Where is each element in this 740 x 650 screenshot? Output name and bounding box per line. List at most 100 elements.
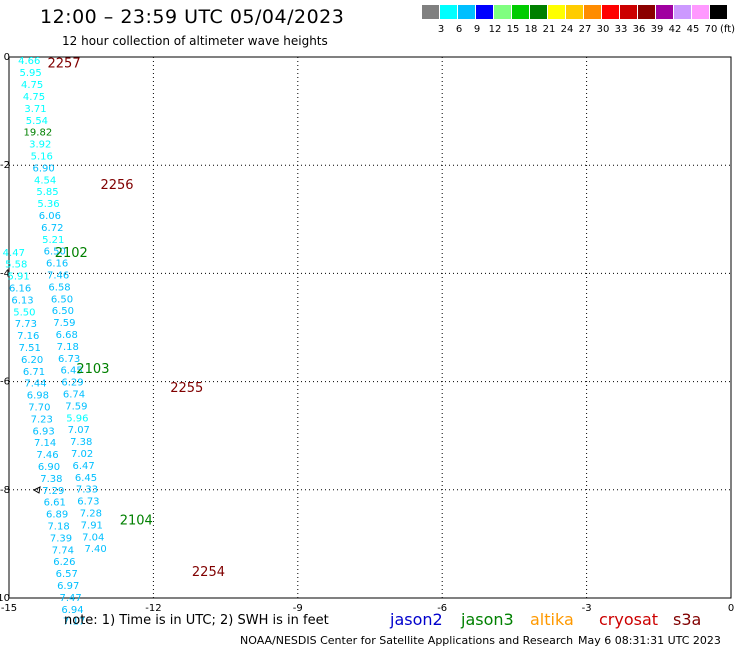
swh-value: 7.18 [57,342,79,353]
plot-frame [8,56,732,599]
swh-value: 7.44 [24,379,46,390]
x-tick-label: -6 [437,603,447,614]
swh-value: 6.20 [21,355,43,366]
swh-value: 7.38 [70,437,92,448]
colorbar-swatch [710,5,727,19]
swh-value: 6.58 [48,282,70,293]
swh-value: 6.45 [75,473,97,484]
colorbar-swatch [548,5,565,19]
colorbar-label: 27 [578,24,592,35]
x-tick-label: 0 [728,603,734,614]
x-tick-label: -9 [293,603,303,614]
swh-value: 6.94 [61,605,83,616]
colorbar-label: 15 [506,24,520,35]
swh-value: 19.82 [24,128,53,139]
swh-value: 6.61 [44,498,66,509]
swh-value: 7.46 [36,450,58,461]
satellite-legend-jason2: jason2 [390,610,443,629]
swh-value: 5.21 [42,235,64,246]
swh-value: 6.50 [51,294,73,305]
swh-value: 5.16 [31,151,53,162]
swh-value: 6.90 [33,163,55,174]
x-tick-label: -12 [145,603,161,614]
colorbar-swatch [584,5,601,19]
swh-value: 7.70 [28,402,50,413]
swh-value: 7.07 [68,425,90,436]
swh-value: 6.90 [38,462,60,473]
lat-lon-grid [9,57,731,598]
swh-value: 6.45 [60,366,82,377]
swh-value: 4.75 [23,92,45,103]
swh-value: 6.73 [58,354,80,365]
y-tick-label: -2 [0,160,10,171]
swh-value: 7.59 [53,318,75,329]
swh-value: 6.16 [46,259,68,270]
swh-value: 6.73 [77,497,99,508]
generation-timestamp: May 6 08:31:31 UTC 2023 [578,634,721,647]
swh-value: 7.73 [15,319,37,330]
swh-value: 6.93 [33,426,55,437]
swh-value: 6.72 [41,223,63,234]
swh-value: 6.74 [63,390,85,401]
swh-value: 5.91 [7,272,29,283]
map-note: note: 1) Time is in UTC; 2) SWH is in fe… [64,613,329,628]
swh-value: 6.89 [46,510,68,521]
pass-time-label: 2257 [48,56,81,71]
swh-value: 3.71 [24,104,46,115]
swh-value: 7.14 [34,438,56,449]
swh-value: 7.28 [80,509,102,520]
colorbar-swatch [566,5,583,19]
colorbar-swatch [530,5,547,19]
swh-value: 5.54 [26,116,48,127]
satellite-legend-cryosat: cryosat [599,610,659,629]
swh-value: 7.23 [31,414,53,425]
colorbar-swatch [620,5,637,19]
colorbar-label: 6 [455,24,463,35]
swh-value: 7.74 [52,545,74,556]
colorbar-swatch [602,5,619,19]
swh-value: 7.46 [47,270,69,281]
swh-value: 4.66 [18,56,40,67]
colorbar-swatch [692,5,709,19]
y-tick-label: -10 [0,593,10,604]
swh-value: 6.29 [61,378,83,389]
colorbar-unit: (ft) [720,24,736,35]
swh-value: 6.16 [9,283,31,294]
source-credit: NOAA/NESDIS Center for Satellite Applica… [240,634,574,647]
colorbar-swatch [674,5,691,19]
colorbar-label: 33 [614,24,628,35]
colorbar-label: 21 [542,24,556,35]
track-time-labels: 2257 2256 2102 2103 2255 2104 2254 [48,56,225,580]
pass-time-label: 2254 [192,565,225,580]
pass-time-label: 2255 [170,381,203,396]
satellite-legend-jason3: jason3 [461,610,514,629]
colorbar-label: 39 [650,24,664,35]
axis-ticks: -15 -12 -9 -6 -3 0 0 -2 -4 -6 -8 -10 [0,52,734,614]
colorbar-swatch [476,5,493,19]
satellite-legend-s3a: s3a [673,610,702,629]
swh-value: 4.54 [34,175,56,186]
y-tick-label: -6 [0,377,10,388]
swh-value: 6.71 [23,367,45,378]
swh-value: 5.95 [20,68,42,79]
swh-value: 7.29 [42,486,64,497]
swh-value: 7.51 [19,343,41,354]
swh-value: 6.97 [57,581,79,592]
swh-value: 5.50 [13,307,35,318]
colorbar-label: 36 [632,24,646,35]
wave-height-color-legend: 3 6 9 12 15 18 21 24 27 30 33 36 39 42 45 70 (ft) [422,5,735,39]
swh-value: 7.04 [82,532,104,543]
colorbar-label: 18 [524,24,538,35]
colorbar-label: 3 [437,24,445,35]
swh-value: 7.16 [17,331,39,342]
swh-value: 7.91 [81,520,103,531]
coastline-islet [32,486,41,494]
swh-value: 7.39 [50,533,72,544]
swh-value: 6.47 [72,461,94,472]
swh-value: 5.58 [5,260,27,271]
colorbar-label: 9 [473,24,481,35]
swh-value: 4.75 [21,80,43,91]
colorbar-swatch [656,5,673,19]
x-tick-label: -3 [582,603,592,614]
